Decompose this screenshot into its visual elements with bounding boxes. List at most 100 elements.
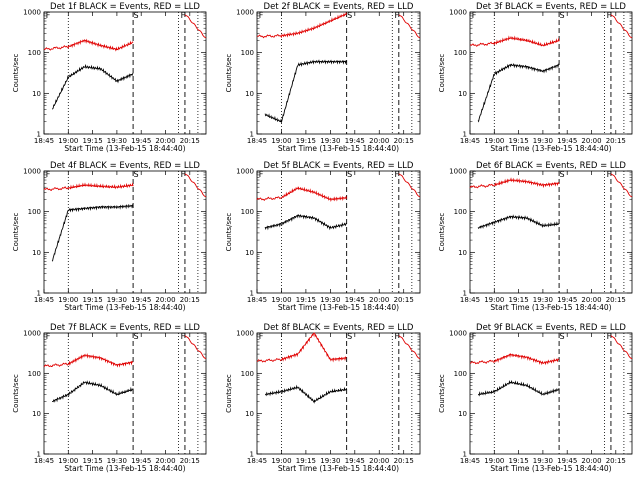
y-tick-label: 10	[458, 90, 467, 98]
detector-panel: Det 4f BLACK = Events, RED = LLD Counts/s…	[12, 161, 207, 312]
x-tick-label: 20:15	[394, 137, 414, 145]
x-tick-label: 18:45	[247, 137, 267, 145]
lld-series-line	[256, 332, 347, 363]
x-tick-label: 20:15	[180, 137, 200, 145]
x-tick-label: 19:15	[509, 137, 529, 145]
x-tick-label: 19:15	[83, 137, 103, 145]
x-tick-label: 20:00	[369, 296, 389, 304]
y-tick-label: 100	[28, 49, 41, 57]
plot-frame	[469, 170, 633, 294]
x-tick-label: 19:15	[296, 296, 316, 304]
event-marker: S	[560, 332, 565, 341]
x-tick-label: 20:00	[581, 137, 601, 145]
y-tick-label: 1	[250, 451, 254, 459]
lld-series-line	[469, 35, 560, 47]
y-axis-label: Counts/sec	[12, 213, 20, 252]
y-tick-label: 1000	[23, 9, 41, 17]
x-tick-label: 19:30	[107, 296, 127, 304]
x-axis-label: Start Time (13-Feb-15 18:44:40)	[64, 464, 185, 473]
detector-panel: Det 2f BLACK = Events, RED = LLD Counts/s…	[225, 2, 421, 153]
x-tick-label: 19:15	[83, 457, 103, 465]
x-tick-label: 20:00	[155, 457, 175, 465]
events-series-line	[478, 379, 560, 397]
y-tick-label: 100	[28, 208, 41, 216]
event-marker: F	[472, 170, 477, 179]
y-tick-label: 10	[458, 249, 467, 257]
panel-title: Det 3f BLACK = Events, RED = LLD	[476, 2, 626, 12]
lld-series-line	[256, 186, 348, 203]
events-series-line	[264, 214, 347, 231]
x-tick-label: 19:00	[58, 457, 78, 465]
x-tick-label: 20:00	[581, 457, 601, 465]
x-tick-label: 19:45	[557, 296, 577, 304]
y-tick-label: 1	[37, 131, 41, 139]
event-marker: F	[259, 11, 264, 20]
lld-series-line	[398, 335, 421, 360]
x-tick-label: 20:00	[581, 296, 601, 304]
x-axis-label: Start Time (13-Feb-15 18:44:40)	[278, 303, 399, 312]
y-axis-label: Counts/sec	[438, 213, 446, 252]
y-tick-label: 100	[241, 49, 254, 57]
lld-series-line	[398, 14, 421, 39]
y-axis-label: Counts/sec	[225, 54, 233, 93]
x-tick-label: 19:30	[320, 137, 340, 145]
y-tick-label: 100	[241, 208, 254, 216]
x-tick-label: 19:00	[271, 457, 291, 465]
x-tick-label: 18:45	[247, 457, 267, 465]
x-axis-label: Start Time (13-Feb-15 18:44:40)	[278, 144, 399, 153]
y-tick-label: 1000	[236, 168, 254, 176]
x-tick-label: 19:00	[484, 296, 504, 304]
y-tick-label: 10	[245, 410, 254, 418]
lld-series-line	[398, 173, 421, 198]
x-tick-label: 19:00	[484, 457, 504, 465]
x-tick-label: 19:00	[58, 296, 78, 304]
event-marker: F	[46, 332, 51, 341]
y-axis-label: Counts/sec	[225, 213, 233, 252]
y-tick-label: 1000	[449, 168, 467, 176]
lld-series-line	[43, 353, 134, 368]
x-tick-label: 18:45	[247, 296, 267, 304]
plot-frame	[43, 11, 207, 135]
event-marker: F	[472, 332, 477, 341]
panel-title: Det 8f BLACK = Events, RED = LLD	[264, 323, 414, 333]
lld-series-line	[43, 38, 134, 52]
y-tick-label: 1	[250, 290, 254, 298]
x-tick-label: 18:45	[460, 457, 480, 465]
y-tick-label: 10	[32, 249, 41, 257]
plot-frame	[256, 170, 421, 294]
y-tick-label: 1	[37, 451, 41, 459]
panel-title: Det 1f BLACK = Events, RED = LLD	[50, 2, 200, 12]
x-tick-label: 19:45	[131, 296, 151, 304]
x-axis-label: Start Time (13-Feb-15 18:44:40)	[490, 144, 611, 153]
y-tick-label: 1000	[236, 330, 254, 338]
panel-title: Det 6f BLACK = Events, RED = LLD	[476, 161, 626, 171]
x-tick-label: 19:30	[320, 296, 340, 304]
x-tick-label: 20:15	[606, 457, 626, 465]
event-marker: F	[472, 11, 477, 20]
x-tick-label: 19:45	[557, 457, 577, 465]
x-tick-label: 19:30	[107, 457, 127, 465]
y-tick-label: 1	[463, 131, 467, 139]
x-axis-label: Start Time (13-Feb-15 18:44:40)	[490, 303, 611, 312]
events-series-line	[52, 380, 134, 403]
plot-frame	[256, 332, 421, 455]
x-tick-label: 19:45	[557, 137, 577, 145]
y-tick-label: 1	[463, 451, 467, 459]
detector-panel: Det 7f BLACK = Events, RED = LLD Counts/s…	[12, 323, 207, 473]
panel-title: Det 5f BLACK = Events, RED = LLD	[264, 161, 414, 171]
event-marker: S	[560, 11, 565, 20]
event-marker: F	[259, 332, 264, 341]
y-tick-label: 1	[37, 290, 41, 298]
x-tick-label: 18:45	[460, 137, 480, 145]
y-axis-label: Counts/sec	[438, 374, 446, 413]
x-tick-label: 19:15	[509, 296, 529, 304]
detector-panel: Det 9f BLACK = Events, RED = LLD Counts/s…	[438, 323, 633, 473]
lld-series-line	[610, 335, 633, 360]
x-tick-label: 20:15	[606, 296, 626, 304]
plot-frame	[43, 170, 207, 294]
y-tick-label: 10	[32, 410, 41, 418]
event-marker: S	[347, 332, 352, 341]
x-tick-label: 20:00	[369, 137, 389, 145]
y-axis-label: Counts/sec	[225, 374, 233, 413]
